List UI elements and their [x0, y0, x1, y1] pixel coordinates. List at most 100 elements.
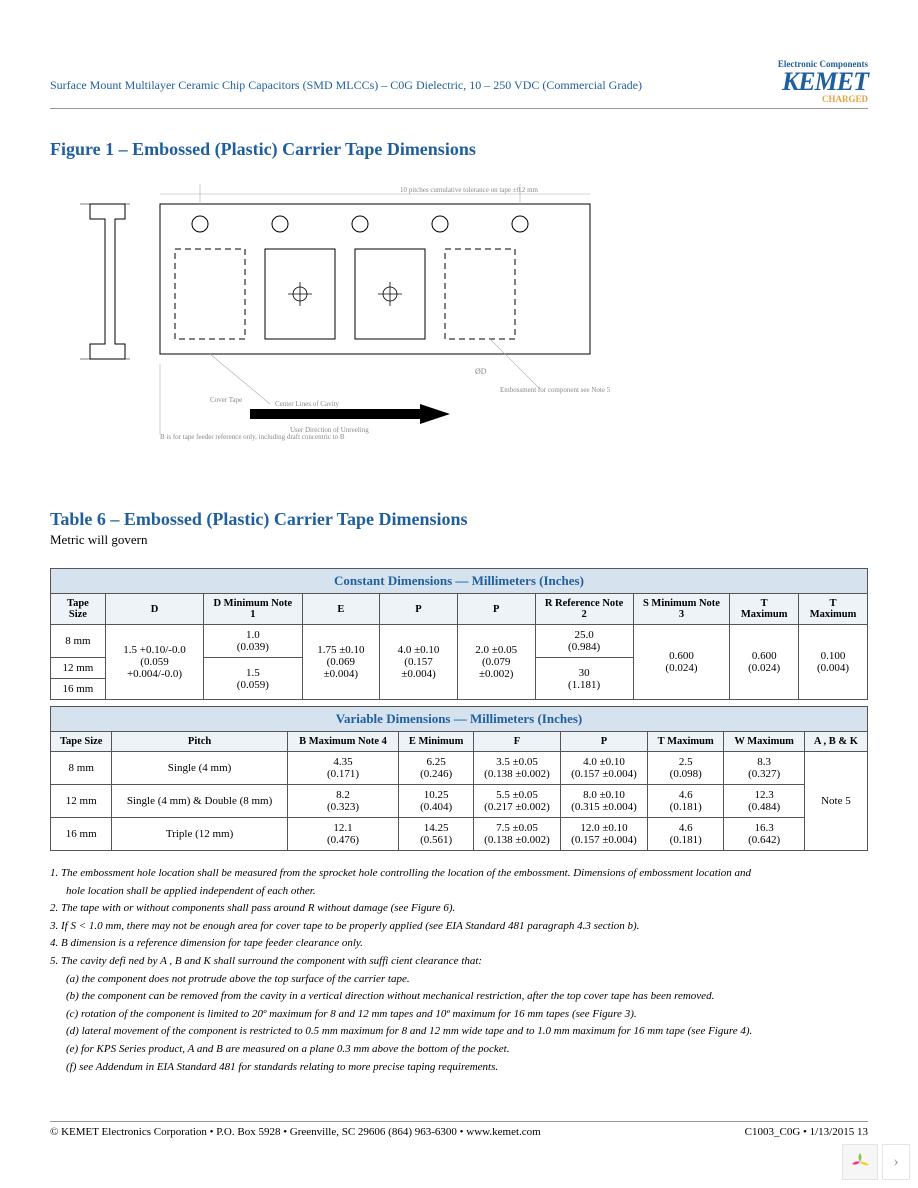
cell: 5.5 ±0.05(0.217 ±0.002) — [473, 785, 560, 818]
cell: 1.0(0.039) — [204, 625, 302, 658]
cell: 1.5(0.059) — [204, 658, 302, 700]
col-p1: P — [380, 594, 458, 625]
cell-note5: Note 5 — [804, 752, 867, 851]
fig-label-pitch: 10 pitches cumulative tolerance on tape … — [400, 186, 539, 194]
cell: 1.75 ±0.10(0.069 ±0.004) — [302, 625, 380, 700]
table-row: 12 mm Single (4 mm) & Double (8 mm) 8.2(… — [51, 785, 868, 818]
cell: 0.600(0.024) — [730, 625, 799, 700]
cell: 12.3(0.484) — [724, 785, 804, 818]
vcol-e: E Minimum — [399, 732, 474, 752]
page-footer: © KEMET Electronics Corporation • P.O. B… — [50, 1121, 868, 1138]
vcol-tape: Tape Size — [51, 732, 112, 752]
cell: Single (4 mm) & Double (8 mm) — [112, 785, 287, 818]
fig-label-cover: Cover Tape — [210, 396, 242, 404]
figure-title: Figure 1 – Embossed (Plastic) Carrier Ta… — [50, 139, 868, 160]
cell: 4.0 ±0.10(0.157 ±0.004) — [380, 625, 458, 700]
footer-left: © KEMET Electronics Corporation • P.O. B… — [50, 1126, 541, 1138]
variable-dimensions-table: Variable Dimensions — Millimeters (Inche… — [50, 706, 868, 851]
cell: 4.6(0.181) — [647, 818, 723, 851]
cell: 2.5(0.098) — [647, 752, 723, 785]
cell: 4.6(0.181) — [647, 785, 723, 818]
col-d: D — [105, 594, 203, 625]
col-tmax2: T Maximum — [799, 594, 868, 625]
cell: 0.100(0.004) — [799, 625, 868, 700]
cell: 16.3(0.642) — [724, 818, 804, 851]
col-dmin: D Minimum Note 1 — [204, 594, 302, 625]
cell: 12 mm — [51, 785, 112, 818]
fig-label-center: Center Lines of Cavity — [275, 400, 339, 408]
constant-section-header: Constant Dimensions — Millimeters (Inche… — [51, 569, 868, 594]
vcol-p: P — [560, 732, 647, 752]
cell: 12.0 ±0.10(0.157 ±0.004) — [560, 818, 647, 851]
fig-label-emboss: Embossment for component see Note 5 Tabl… — [500, 386, 610, 394]
constant-dimensions-table: Constant Dimensions — Millimeters (Inche… — [50, 568, 868, 700]
figure-diagram: B is for tape feeder reference only, inc… — [70, 174, 868, 459]
note-5: 5. The cavity defi ned by A , B and K sh… — [50, 955, 482, 967]
col-s: S Minimum Note 3 — [633, 594, 730, 625]
footer-right: C1003_C0G • 1/13/2015 13 — [745, 1126, 868, 1138]
note-5f: (f) see Addendum in EIA Standard 481 for… — [50, 1059, 868, 1077]
cell: 16 mm — [51, 818, 112, 851]
cell: 14.25(0.561) — [399, 818, 474, 851]
variable-section-header: Variable Dimensions — Millimeters (Inche… — [51, 707, 868, 732]
note-5a: (a) the component does not protrude abov… — [50, 971, 868, 989]
cell: 4.0 ±0.10(0.157 ±0.004) — [560, 752, 647, 785]
nav-widget: › — [842, 1144, 910, 1180]
note-5b: (b) the component can be removed from th… — [50, 988, 868, 1006]
fig-label-d: ØD — [475, 367, 487, 376]
col-tmax1: T Maximum — [730, 594, 799, 625]
vcol-t: T Maximum — [647, 732, 723, 752]
cell: 8 mm — [51, 752, 112, 785]
cell: 8.0 ±0.10(0.315 ±0.004) — [560, 785, 647, 818]
logo-main: KEMET — [778, 69, 868, 95]
table-title: Table 6 – Embossed (Plastic) Carrier Tap… — [50, 509, 868, 530]
doc-title: Surface Mount Multilayer Ceramic Chip Ca… — [50, 60, 642, 93]
vcol-abk: A , B & K — [804, 732, 867, 752]
fig-label-ref: B is for tape feeder reference only, inc… — [160, 433, 345, 441]
cell: 8.3(0.327) — [724, 752, 804, 785]
cell: 6.25(0.246) — [399, 752, 474, 785]
note-1: 1. The embossment hole location shall be… — [50, 867, 751, 879]
cell: 25.0(0.984) — [535, 625, 633, 658]
cell: 3.5 ±0.05(0.138 ±0.002) — [473, 752, 560, 785]
note-3: 3. If S < 1.0 mm, there may not be enoug… — [50, 920, 639, 932]
col-r: R Reference Note 2 — [535, 594, 633, 625]
vcol-pitch: Pitch — [112, 732, 287, 752]
vcol-b: B Maximum Note 4 — [287, 732, 399, 752]
table-row: 8 mm 1.5 +0.10/-0.0(0.059 +0.004/-0.0) 1… — [51, 625, 868, 658]
note-4: 4. B dimension is a reference dimension … — [50, 937, 363, 949]
col-tape-size: Tape Size — [51, 594, 106, 625]
cell: 10.25(0.404) — [399, 785, 474, 818]
note-2: 2. The tape with or without components s… — [50, 902, 455, 914]
note-1b: hole location shall be applied independe… — [50, 883, 868, 901]
logo-tagline-bottom: CHARGED — [778, 95, 868, 104]
cell: 8 mm — [51, 625, 106, 658]
nav-next-icon[interactable]: › — [882, 1144, 910, 1180]
note-5e: (e) for KPS Series product, A and B are … — [50, 1041, 868, 1059]
cell: 2.0 ±0.05(0.079 ±0.002) — [457, 625, 535, 700]
cell: 12.1(0.476) — [287, 818, 399, 851]
fig-label-direction: User Direction of Unreeling — [290, 426, 369, 434]
page-header: Surface Mount Multilayer Ceramic Chip Ca… — [50, 60, 868, 109]
vcol-f: F — [473, 732, 560, 752]
table-row: 16 mm Triple (12 mm) 12.1(0.476) 14.25(0… — [51, 818, 868, 851]
note-5c: (c) rotation of the component is limited… — [50, 1006, 868, 1024]
table-row: 8 mm Single (4 mm) 4.35(0.171) 6.25(0.24… — [51, 752, 868, 785]
cell: 30(1.181) — [535, 658, 633, 700]
metric-note: Metric will govern — [50, 532, 868, 548]
cell: 4.35(0.171) — [287, 752, 399, 785]
nav-logo-icon[interactable] — [842, 1144, 878, 1180]
cell: Single (4 mm) — [112, 752, 287, 785]
cell: 1.5 +0.10/-0.0(0.059 +0.004/-0.0) — [105, 625, 203, 700]
cell: 7.5 ±0.05(0.138 ±0.002) — [473, 818, 560, 851]
cell: 12 mm — [51, 658, 106, 679]
logo: Electronic Components KEMET CHARGED — [778, 60, 868, 104]
note-5d: (d) lateral movement of the component is… — [50, 1023, 868, 1041]
col-p2: P — [457, 594, 535, 625]
cell: 16 mm — [51, 679, 106, 700]
col-e: E — [302, 594, 380, 625]
cell: 0.600(0.024) — [633, 625, 730, 700]
vcol-w: W Maximum — [724, 732, 804, 752]
table-notes: 1. The embossment hole location shall be… — [50, 865, 868, 1076]
cell: 8.2(0.323) — [287, 785, 399, 818]
